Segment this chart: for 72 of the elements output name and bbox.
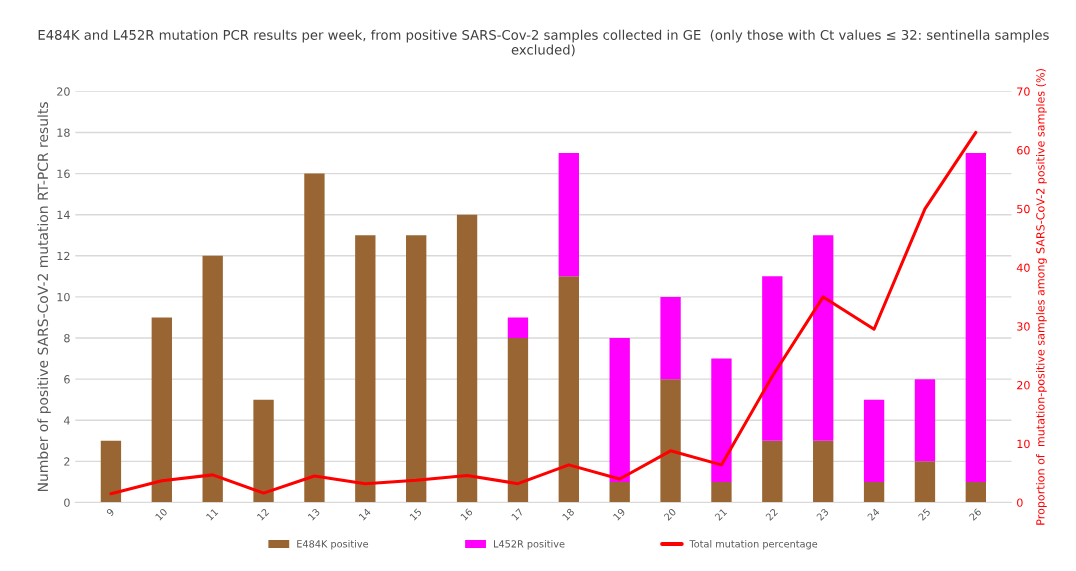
x-tick-label: 9	[105, 507, 115, 517]
x-tick-label: 19	[612, 507, 626, 521]
legend-label: L452R positive	[493, 540, 565, 550]
x-tick-label: 26	[968, 507, 982, 521]
bar	[914, 461, 936, 503]
y-tick-label: 8	[64, 334, 70, 343]
bar	[456, 214, 478, 503]
bar	[202, 255, 223, 503]
x-tick-label: 21	[714, 508, 728, 521]
y-tick-label: 10	[57, 292, 70, 302]
y2-tick-label: 40	[1016, 263, 1030, 272]
y2-tick-label: 30	[1017, 322, 1030, 331]
y2-tick-label: 70	[1017, 87, 1030, 96]
x-tick-label: 25	[917, 508, 931, 521]
bar	[100, 440, 122, 503]
y-tick-label: 6	[64, 375, 70, 384]
x-tick-label: 23	[816, 508, 830, 521]
x-tick-label: 16	[460, 507, 473, 521]
bar	[558, 153, 579, 277]
y2-axis-title: Proportion of mutation-positive samples among SARS-CoV-2 positive samples (%)	[1036, 69, 1047, 525]
bar	[762, 276, 783, 441]
y-tick-label: 4	[63, 416, 70, 425]
bar	[965, 153, 986, 482]
x-tick-label: 15	[409, 508, 422, 521]
legend-label: E484K positive	[297, 540, 369, 550]
bar	[660, 296, 681, 380]
y-tick-label: 14	[57, 210, 70, 219]
bar	[304, 173, 325, 503]
y2-tick-label: 60	[1017, 146, 1030, 155]
x-tick-label: 14	[358, 507, 372, 521]
bar	[406, 235, 427, 503]
y-axis-title: Number of positive SARS-CoV-2 mutation RT-PCR results	[37, 102, 51, 492]
bar	[609, 338, 630, 482]
bar	[965, 481, 986, 503]
bar	[813, 440, 834, 503]
bar	[253, 399, 274, 503]
y2-tick-label: 10	[1017, 439, 1030, 449]
y-tick-label: 18	[57, 128, 70, 137]
bar	[507, 338, 529, 503]
y-tick-label: 20	[57, 87, 70, 96]
x-tick-label: 24	[867, 507, 880, 521]
bar	[711, 358, 732, 482]
bar	[863, 481, 885, 503]
x-tick-label: 12	[256, 508, 270, 521]
chart-title: E484K and L452R mutation PCR results per week, from positive SARS-Cov-2 samples collected in GE (only those with Ct values ≤ 32: sentinella samples excluded)	[38, 29, 1049, 57]
bar	[151, 317, 172, 503]
x-tick-label: 10	[154, 507, 168, 521]
x-tick-label: 22	[765, 508, 778, 521]
legend-label: Total mutation percentage	[689, 540, 818, 550]
x-tick-label: 20	[663, 507, 677, 521]
y-tick-label: 0	[64, 498, 70, 507]
x-tick-label: 11	[205, 508, 219, 521]
y-tick-label: 16	[57, 169, 70, 178]
y-tick-label: 2	[64, 457, 70, 466]
x-tick-label: 18	[561, 507, 575, 521]
bar	[762, 440, 783, 503]
bar	[813, 235, 834, 441]
bar	[914, 379, 936, 462]
bar	[558, 276, 579, 503]
y2-tick-label: 50	[1017, 204, 1030, 214]
bar	[609, 481, 630, 503]
y2-tick-label: 0	[1017, 498, 1023, 507]
x-tick-label: 17	[511, 508, 524, 521]
line-series	[109, 130, 978, 496]
y2-tick-label: 20	[1017, 380, 1030, 390]
bar	[711, 481, 732, 503]
bar	[507, 317, 529, 339]
y-tick-label: 12	[57, 251, 70, 261]
bar	[863, 399, 885, 482]
bar	[660, 379, 681, 503]
x-tick-label: 13	[307, 508, 321, 521]
bar	[355, 235, 376, 503]
